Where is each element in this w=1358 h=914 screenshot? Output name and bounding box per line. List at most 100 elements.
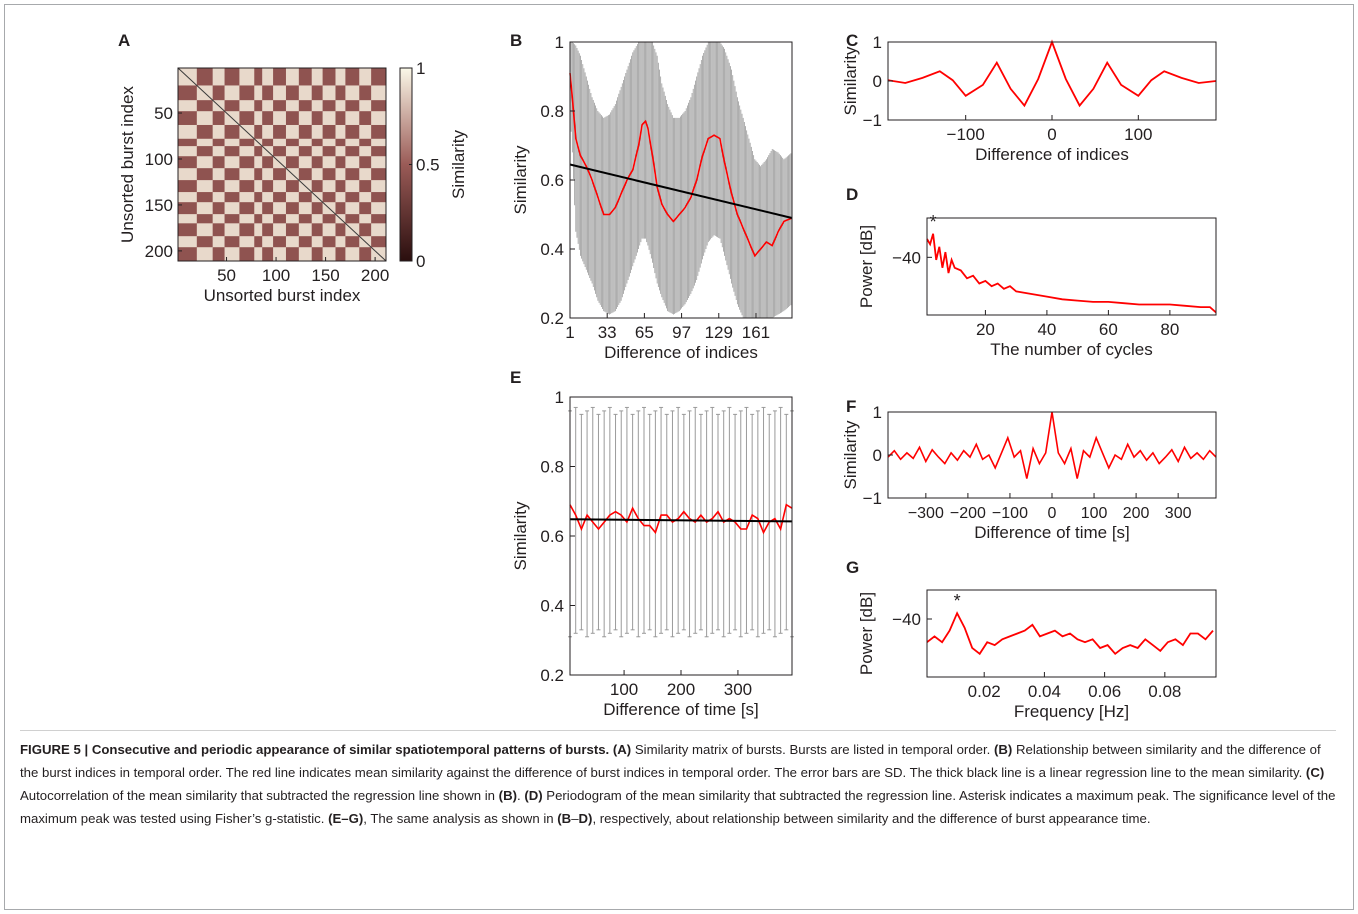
caption-text: , respectively, about relationship betwe… (592, 811, 1151, 826)
panel-A-heatmap-cell (285, 202, 300, 215)
panel-A-heatmap-cell (322, 138, 336, 147)
panel-D-x-tick-label: 80 (1160, 320, 1179, 339)
panel-A-heatmap-cell (345, 124, 360, 140)
panel-F-x-tick-label: 200 (1123, 505, 1150, 522)
panel-G-y-tick-label: −40 (892, 610, 921, 629)
panel-B-y-tick-label: 0.6 (540, 171, 564, 190)
panel-B-axes-box (569, 41, 793, 319)
panel-A-heatmap-cell (212, 192, 226, 203)
panel-A-heatmap-cell (322, 214, 336, 224)
panel-A-heatmap-cell (273, 68, 287, 86)
panel-A-heatmap-cell (371, 192, 387, 203)
panel-A-heatmap-cell (273, 247, 287, 262)
panel-A-heatmap-cell (224, 214, 240, 224)
panel-A-heatmap-cell (196, 247, 214, 262)
panel-A-heatmap-cell (254, 85, 263, 101)
panel-C-autocorr-line (887, 39, 1217, 108)
panel-A-heatmap-cell (359, 180, 372, 193)
panel-A-heatmap-cell (196, 111, 214, 126)
panel-A-heatmap-cell (254, 223, 263, 237)
panel-A-heatmap-cell (273, 85, 287, 101)
panel-A-heatmap-cell (212, 223, 226, 237)
panel-A-heatmap-cell (178, 192, 198, 203)
panel-F-letter: F (846, 397, 856, 416)
panel-B-x-tick-label: 65 (635, 323, 654, 342)
panel-A-heatmap-cell (178, 138, 198, 147)
panel-A-heatmap-cell (298, 223, 313, 237)
panel-A-heatmap-cell (311, 236, 324, 248)
panel-B-y-tick-label: 1 (555, 33, 564, 52)
panel-A-heatmap-cell (262, 202, 274, 215)
panel-A-heatmap-cell (371, 168, 387, 181)
panel-A-heatmap-cell (254, 100, 263, 112)
panel-A-heatmap-cell (298, 68, 313, 86)
panel-A-heatmap-cell (371, 223, 387, 237)
panel-A-heatmap-cell (335, 192, 346, 203)
caption-panel-ref: (A) (612, 742, 632, 757)
panel-A-y-tick-label: 150 (145, 196, 173, 215)
panel-A-heatmap-cell (298, 146, 313, 157)
panel-A-heatmap-cell (262, 156, 274, 169)
caption-panel-ref: (D) (524, 788, 543, 803)
panel-A-heatmap-cell (262, 85, 274, 101)
panel-A-heatmap-cell (285, 156, 300, 169)
panel-A-heatmap-cell (285, 180, 300, 193)
panel-A-heatmap-cell (298, 202, 313, 215)
panel-D-y-tick-label: −40 (892, 248, 921, 267)
panel-A-heatmap-cell (359, 247, 372, 262)
caption-text: , The same analysis as shown in (363, 811, 558, 826)
panel-A-heatmap-cell (254, 236, 263, 248)
panel-C-x-tick-label: 0 (1047, 125, 1056, 144)
panel-A-heatmap-cell (359, 100, 372, 112)
panel-C-x-label: Difference of indices (975, 145, 1129, 164)
panel-C-axes-box (887, 41, 1217, 121)
panel-A-heatmap-cell (371, 202, 387, 215)
panel-A-heatmap-cell (371, 111, 387, 126)
panel-F-x-tick-label: 300 (1165, 505, 1192, 522)
panel-B-x-label: Difference of indices (604, 343, 758, 362)
panel-A-heatmap-cell (273, 214, 287, 224)
panel-A-heatmap-cell (224, 146, 240, 157)
panel-A-heatmap-cell (224, 100, 240, 112)
panel-A-heatmap-cell (345, 111, 360, 126)
caption-panel-ref: (C) (1305, 765, 1325, 780)
panel-E-y-tick-label: 0.6 (540, 527, 564, 546)
figure-caption: FIGURE 5 | Consecutive and periodic appe… (20, 738, 1336, 830)
panel-A-heatmap-cell (239, 111, 255, 126)
panel-A-heatmap-cell (335, 111, 346, 126)
panel-A-heatmap-cell (335, 180, 346, 193)
panel-B-x-tick-label: 33 (598, 323, 617, 342)
panel-A-heatmap-cell (273, 223, 287, 237)
panel-A-heatmap-cell (239, 138, 255, 147)
panel-A-heatmap-cell (239, 214, 255, 224)
panel-C-y-tick-label: −1 (863, 111, 882, 130)
panel-A-axes-box (177, 67, 387, 262)
panel-A-heatmap-cell (224, 247, 240, 262)
panel-B-mean-line (569, 73, 793, 258)
panel-A-heatmap-cell (224, 124, 240, 140)
panel-G-x-tick-label: 0.04 (1028, 682, 1061, 701)
panel-A-heatmap-cell (224, 138, 240, 147)
panel-A-heatmap-cell (345, 138, 360, 147)
panel-A-heatmap-cell (335, 223, 346, 237)
panel-A-heatmap-cell (285, 146, 300, 157)
panel-A-heatmap-cell (311, 156, 324, 169)
panel-A-heatmap-cell (345, 192, 360, 203)
panel-A-heatmap-cell (212, 247, 226, 262)
panel-E-x-tick-label: 200 (667, 680, 695, 699)
panel-A-heatmap-cell (178, 100, 198, 112)
panel-A-heatmap-cell (298, 168, 313, 181)
panel-F-y-tick-label: −1 (863, 489, 882, 508)
panel-A-x-tick-label: 200 (361, 266, 389, 285)
panel-A-heatmap-cell (239, 85, 255, 101)
panel-A-heatmap-cell (345, 247, 360, 262)
panel-C-y-tick-label: 0 (873, 72, 882, 91)
panel-A-heatmap-cell (371, 146, 387, 157)
panel-A-heatmap-cell (273, 180, 287, 193)
panel-A-heatmap-cell (311, 168, 324, 181)
panel-E-regression-line (569, 518, 793, 523)
panel-A-heatmap-cell (239, 247, 255, 262)
panel-A-heatmap-cell (212, 146, 226, 157)
panel-A-heatmap-cell (224, 202, 240, 215)
panel-A-heatmap-cell (262, 247, 274, 262)
